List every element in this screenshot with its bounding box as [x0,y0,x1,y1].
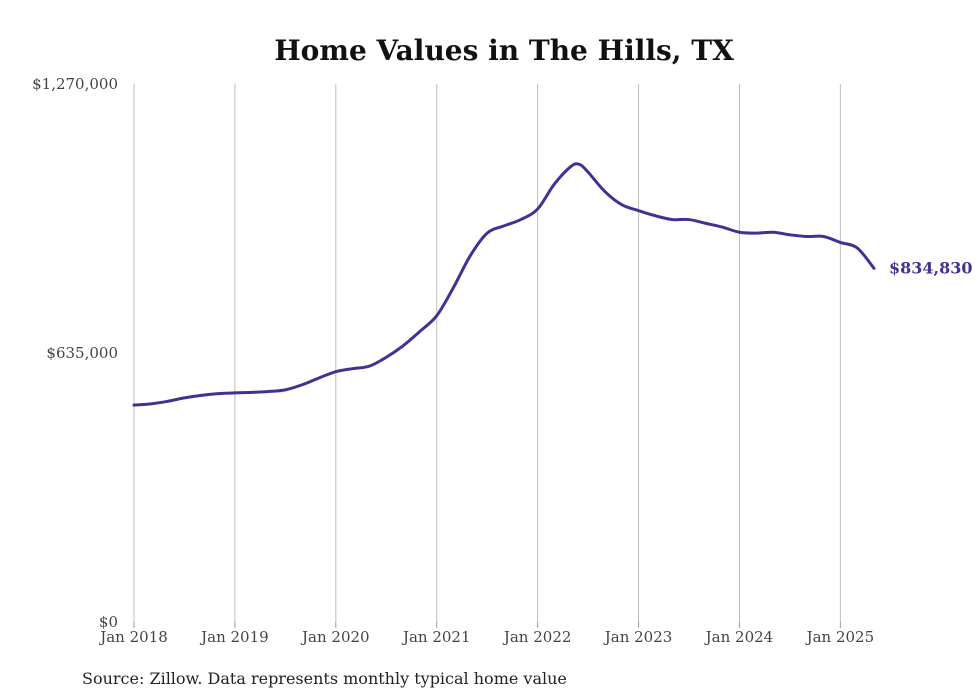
end-value-label: $834,830 [889,258,973,277]
y-axis-ticks: $1,270,000 $635,000 $0 [32,75,118,631]
x-tick-label: Jan 2021 [401,628,471,646]
x-tick-label: Jan 2022 [502,628,572,646]
y-tick-label: $635,000 [46,344,118,362]
x-tick-label: Jan 2025 [805,628,875,646]
x-axis-ticks: Jan 2018 Jan 2019 Jan 2020 Jan 2021 Jan 2022… [98,622,874,646]
y-tick-label: $0 [99,613,118,631]
source-note: Source: Zillow. Data represents monthly … [82,669,567,688]
series-layer [132,162,876,407]
x-tick-label: Jan 2024 [704,628,774,646]
chart-title: Home Values in The Hills, TX [274,34,734,67]
gridlines [133,84,841,622]
home-value-line [132,162,876,407]
y-tick-label: $1,270,000 [32,75,118,93]
x-tick-label: Jan 2023 [603,628,673,646]
x-tick-label: Jan 2019 [199,628,269,646]
x-tick-label: Jan 2020 [300,628,370,646]
x-tick-label: Jan 2018 [98,628,168,646]
